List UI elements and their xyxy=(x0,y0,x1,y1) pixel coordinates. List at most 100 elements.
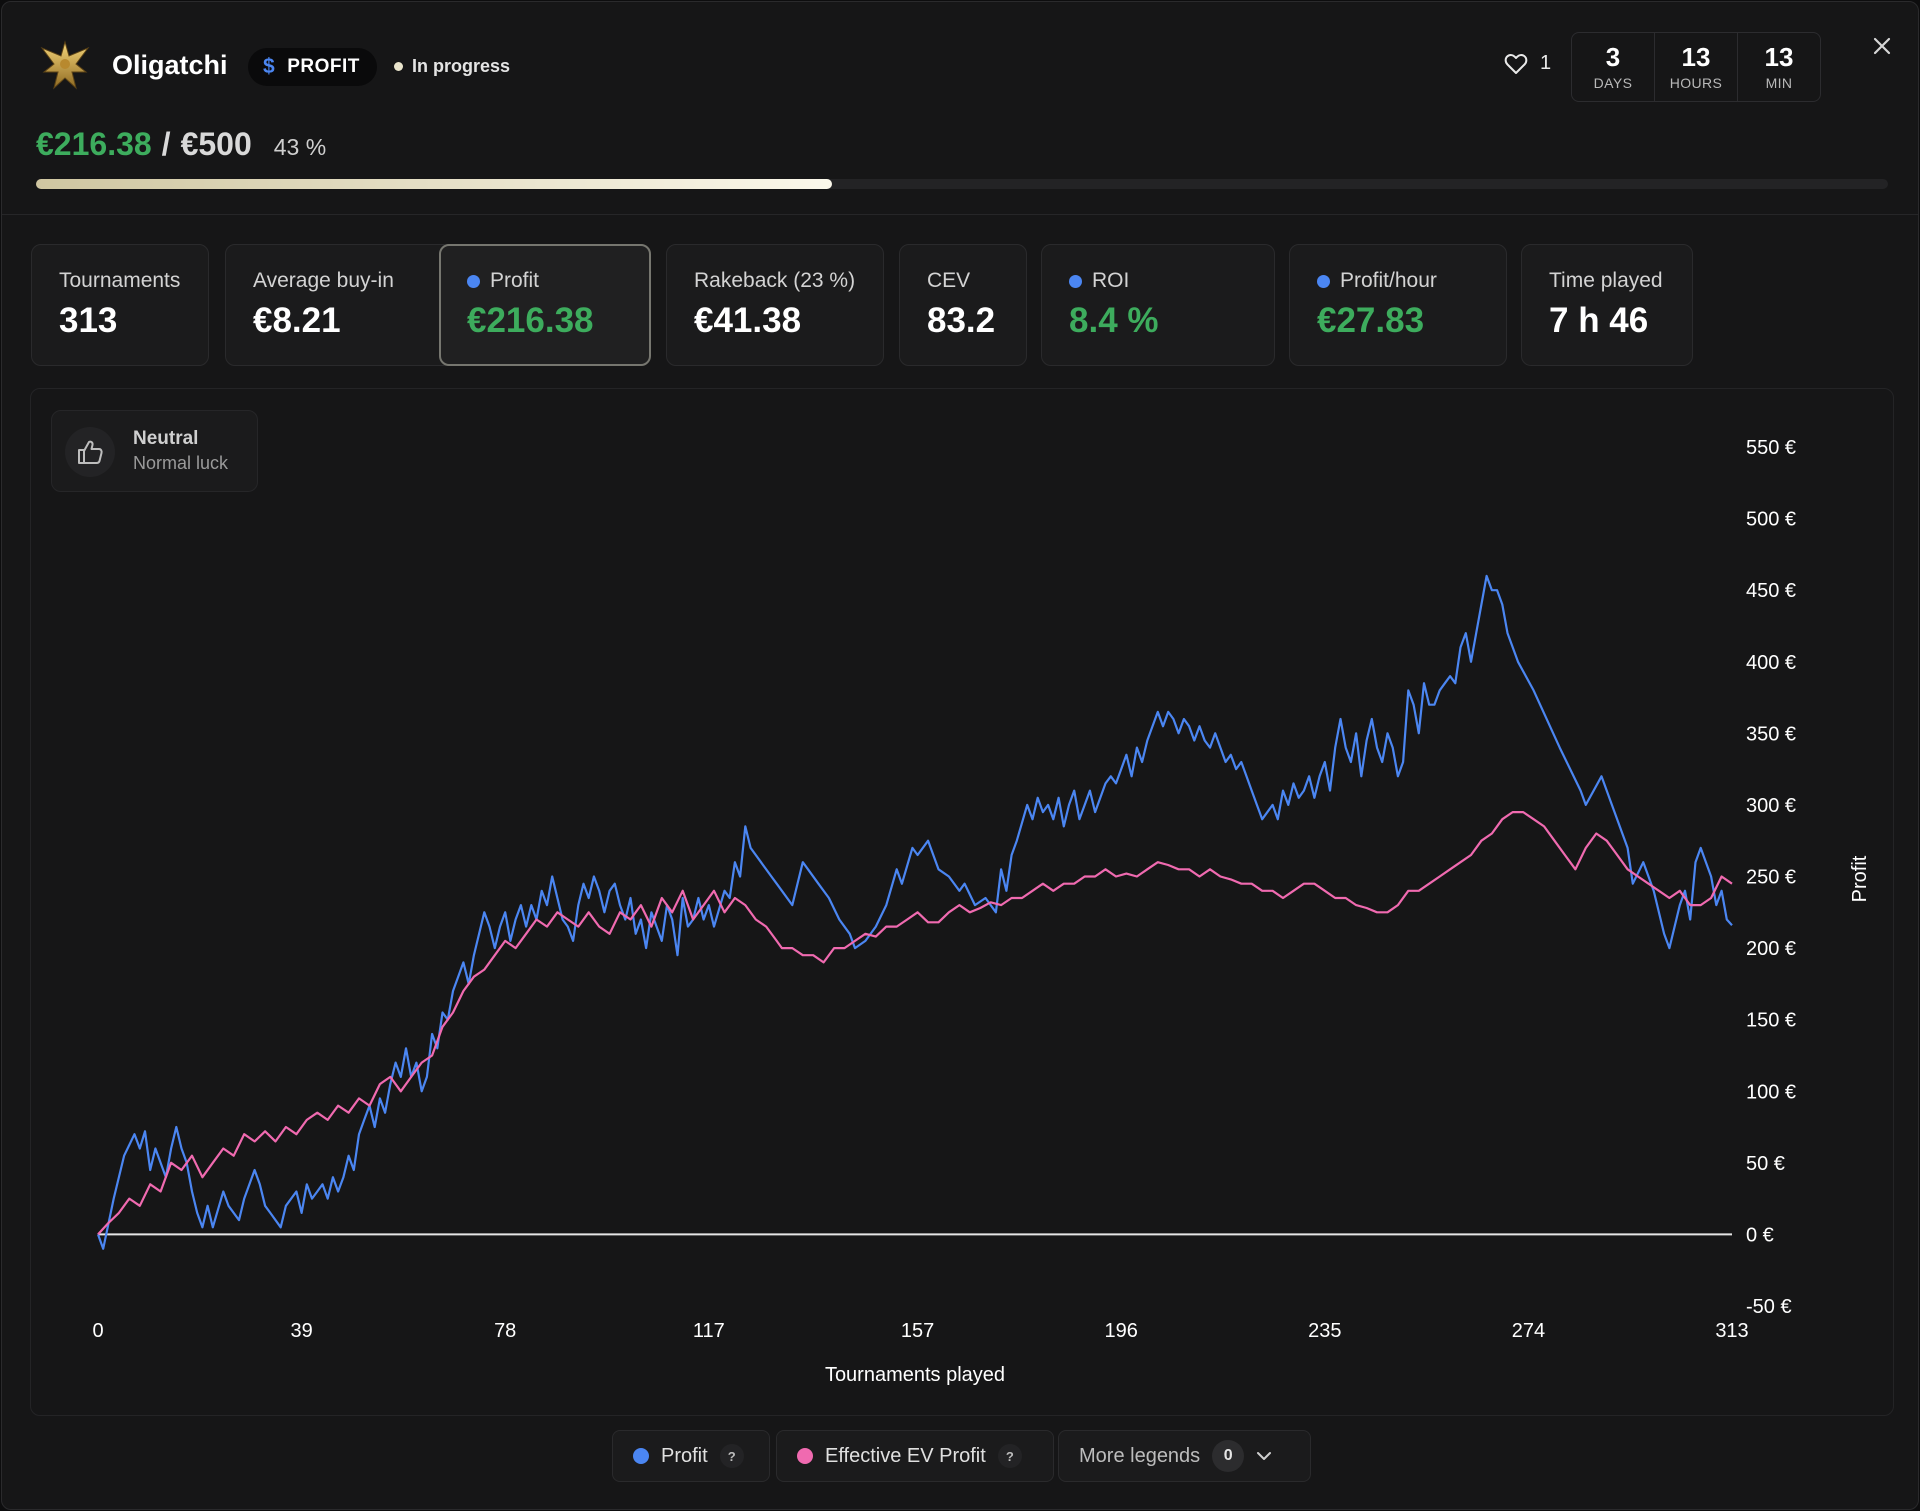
eagle-logo-icon xyxy=(40,40,90,90)
stat-value: €216.38 xyxy=(467,301,594,340)
goal-progress-bar xyxy=(36,179,1888,189)
countdown-unit: MIN xyxy=(1765,75,1793,91)
more-legends-label: More legends xyxy=(1079,1444,1201,1467)
stat-card-profit[interactable]: Profit €216.38 xyxy=(439,244,651,366)
x-tick-label: 196 xyxy=(1105,1320,1138,1342)
y-tick-label: 200 € xyxy=(1746,938,1796,960)
stat-value: 8.4 % xyxy=(1069,301,1159,340)
y-tick-label: 400 € xyxy=(1746,652,1796,674)
stat-card-profit-per-hour[interactable]: Profit/hour €27.83 xyxy=(1289,244,1507,366)
legend-item-profit[interactable]: Profit ? xyxy=(612,1430,770,1482)
legend-dot xyxy=(633,1448,649,1464)
countdown-unit: HOURS xyxy=(1669,75,1723,91)
x-tick-label: 0 xyxy=(92,1320,103,1342)
series-dot xyxy=(467,274,480,288)
like-count: 1 xyxy=(1540,52,1552,74)
heart-icon xyxy=(1504,53,1528,74)
stat-card-rakeback[interactable]: Rakeback (23 %) €41.38 xyxy=(666,244,884,366)
luck-subtitle: Normal luck xyxy=(133,453,229,473)
countdown-days: 3 DAYS xyxy=(1572,33,1655,101)
y-axis-title: Profit xyxy=(1849,855,1871,902)
more-legends-count: 0 xyxy=(1212,1440,1245,1472)
countdown-value: 13 xyxy=(1764,42,1794,72)
x-tick-label: 274 xyxy=(1512,1320,1545,1342)
status-label: In progress xyxy=(412,56,511,76)
stat-value: 7 h 46 xyxy=(1549,301,1649,340)
like-button[interactable]: 1 xyxy=(1504,52,1551,75)
profit-series-line xyxy=(96,574,1733,1250)
stat-label: Tournaments xyxy=(59,269,181,292)
series-dot xyxy=(1069,274,1082,288)
modal-header: Oligatchi $ PROFIT In progress 1 3 DAYS … xyxy=(2,2,1918,215)
stat-label: Average buy-in xyxy=(253,269,394,292)
stat-value: €8.21 xyxy=(253,301,341,340)
legend-label: Effective EV Profit xyxy=(825,1444,986,1467)
y-tick-label: 50 € xyxy=(1746,1153,1785,1175)
stat-card-time-played[interactable]: Time played 7 h 46 xyxy=(1521,244,1693,366)
goal-summary: €216.38 / €500 43 % xyxy=(36,126,326,163)
luck-title: Neutral xyxy=(133,428,199,449)
help-icon[interactable]: ? xyxy=(997,1444,1022,1468)
status-dot xyxy=(394,62,403,71)
legend-item-ev-profit[interactable]: Effective EV Profit ? xyxy=(776,1430,1054,1482)
x-tick-label: 78 xyxy=(494,1320,516,1342)
stat-card-roi[interactable]: ROI 8.4 % xyxy=(1041,244,1275,366)
y-tick-label: 350 € xyxy=(1746,723,1796,745)
stat-card-cev[interactable]: CEV 83.2 xyxy=(899,244,1027,366)
y-tick-label: 100 € xyxy=(1746,1081,1796,1103)
legend-dot xyxy=(797,1448,813,1464)
stat-label: Time played xyxy=(1549,269,1663,292)
x-axis-title: Tournaments played xyxy=(825,1364,1005,1386)
stat-label: CEV xyxy=(927,269,971,292)
goal-progress-fill xyxy=(36,179,833,189)
countdown-value: 13 xyxy=(1681,42,1711,72)
stat-card-tournaments[interactable]: Tournaments 313 xyxy=(31,244,209,366)
stat-label-text: Profit xyxy=(490,269,540,292)
more-legends-dropdown[interactable]: More legends 0 xyxy=(1058,1430,1311,1482)
x-tick-label: 39 xyxy=(290,1320,312,1342)
y-tick-label: 550 € xyxy=(1746,437,1796,459)
countdown-unit: DAYS xyxy=(1593,75,1633,91)
y-tick-label: 300 € xyxy=(1746,795,1796,817)
stat-label: ROI xyxy=(1069,269,1129,293)
type-badge: $ PROFIT xyxy=(248,48,377,86)
y-tick-label: 0 € xyxy=(1746,1224,1774,1246)
stat-label-text: Profit/hour xyxy=(1340,269,1437,292)
stat-value: 313 xyxy=(59,301,118,340)
countdown-hours: 13 HOURS xyxy=(1655,33,1738,101)
x-tick-label: 313 xyxy=(1715,1320,1748,1342)
goal-target: €500 xyxy=(180,126,252,162)
stat-label-text: ROI xyxy=(1092,269,1130,292)
help-icon[interactable]: ? xyxy=(719,1444,744,1468)
y-tick-label: 150 € xyxy=(1746,1010,1796,1032)
luck-indicator: Neutral Normal luck xyxy=(51,410,258,492)
goal-percent: 43 % xyxy=(273,134,327,160)
y-tick-label: 250 € xyxy=(1746,867,1796,889)
type-badge-label: PROFIT xyxy=(287,56,360,77)
chevron-down-icon xyxy=(1257,1452,1272,1460)
x-tick-label: 157 xyxy=(901,1320,934,1342)
stat-card-average-buyin[interactable]: Average buy-in €8.21 xyxy=(225,244,453,366)
stat-label: Profit xyxy=(467,269,539,293)
status-indicator: In progress xyxy=(394,56,510,77)
goal-separator: / xyxy=(161,126,171,162)
ev-profit-series-line xyxy=(97,811,1733,1236)
goal-current: €216.38 xyxy=(36,126,152,162)
stat-value: €41.38 xyxy=(694,301,802,340)
close-icon[interactable] xyxy=(1868,32,1896,60)
x-tick-label: 117 xyxy=(693,1320,725,1342)
y-tick-label: 450 € xyxy=(1746,580,1796,602)
thumbs-up-icon xyxy=(65,427,115,477)
countdown-timer: 3 DAYS 13 HOURS 13 MIN xyxy=(1571,32,1821,102)
legend-label: Profit xyxy=(661,1444,708,1467)
stat-label: Profit/hour xyxy=(1317,269,1437,293)
series-dot xyxy=(1317,274,1330,288)
x-tick-label: 235 xyxy=(1308,1320,1341,1342)
stat-value: €27.83 xyxy=(1317,301,1425,340)
y-tick-label: 500 € xyxy=(1746,509,1796,531)
countdown-minutes: 13 MIN xyxy=(1738,33,1820,101)
y-tick-label: -50 € xyxy=(1746,1296,1792,1318)
chart-container xyxy=(30,388,1894,1416)
